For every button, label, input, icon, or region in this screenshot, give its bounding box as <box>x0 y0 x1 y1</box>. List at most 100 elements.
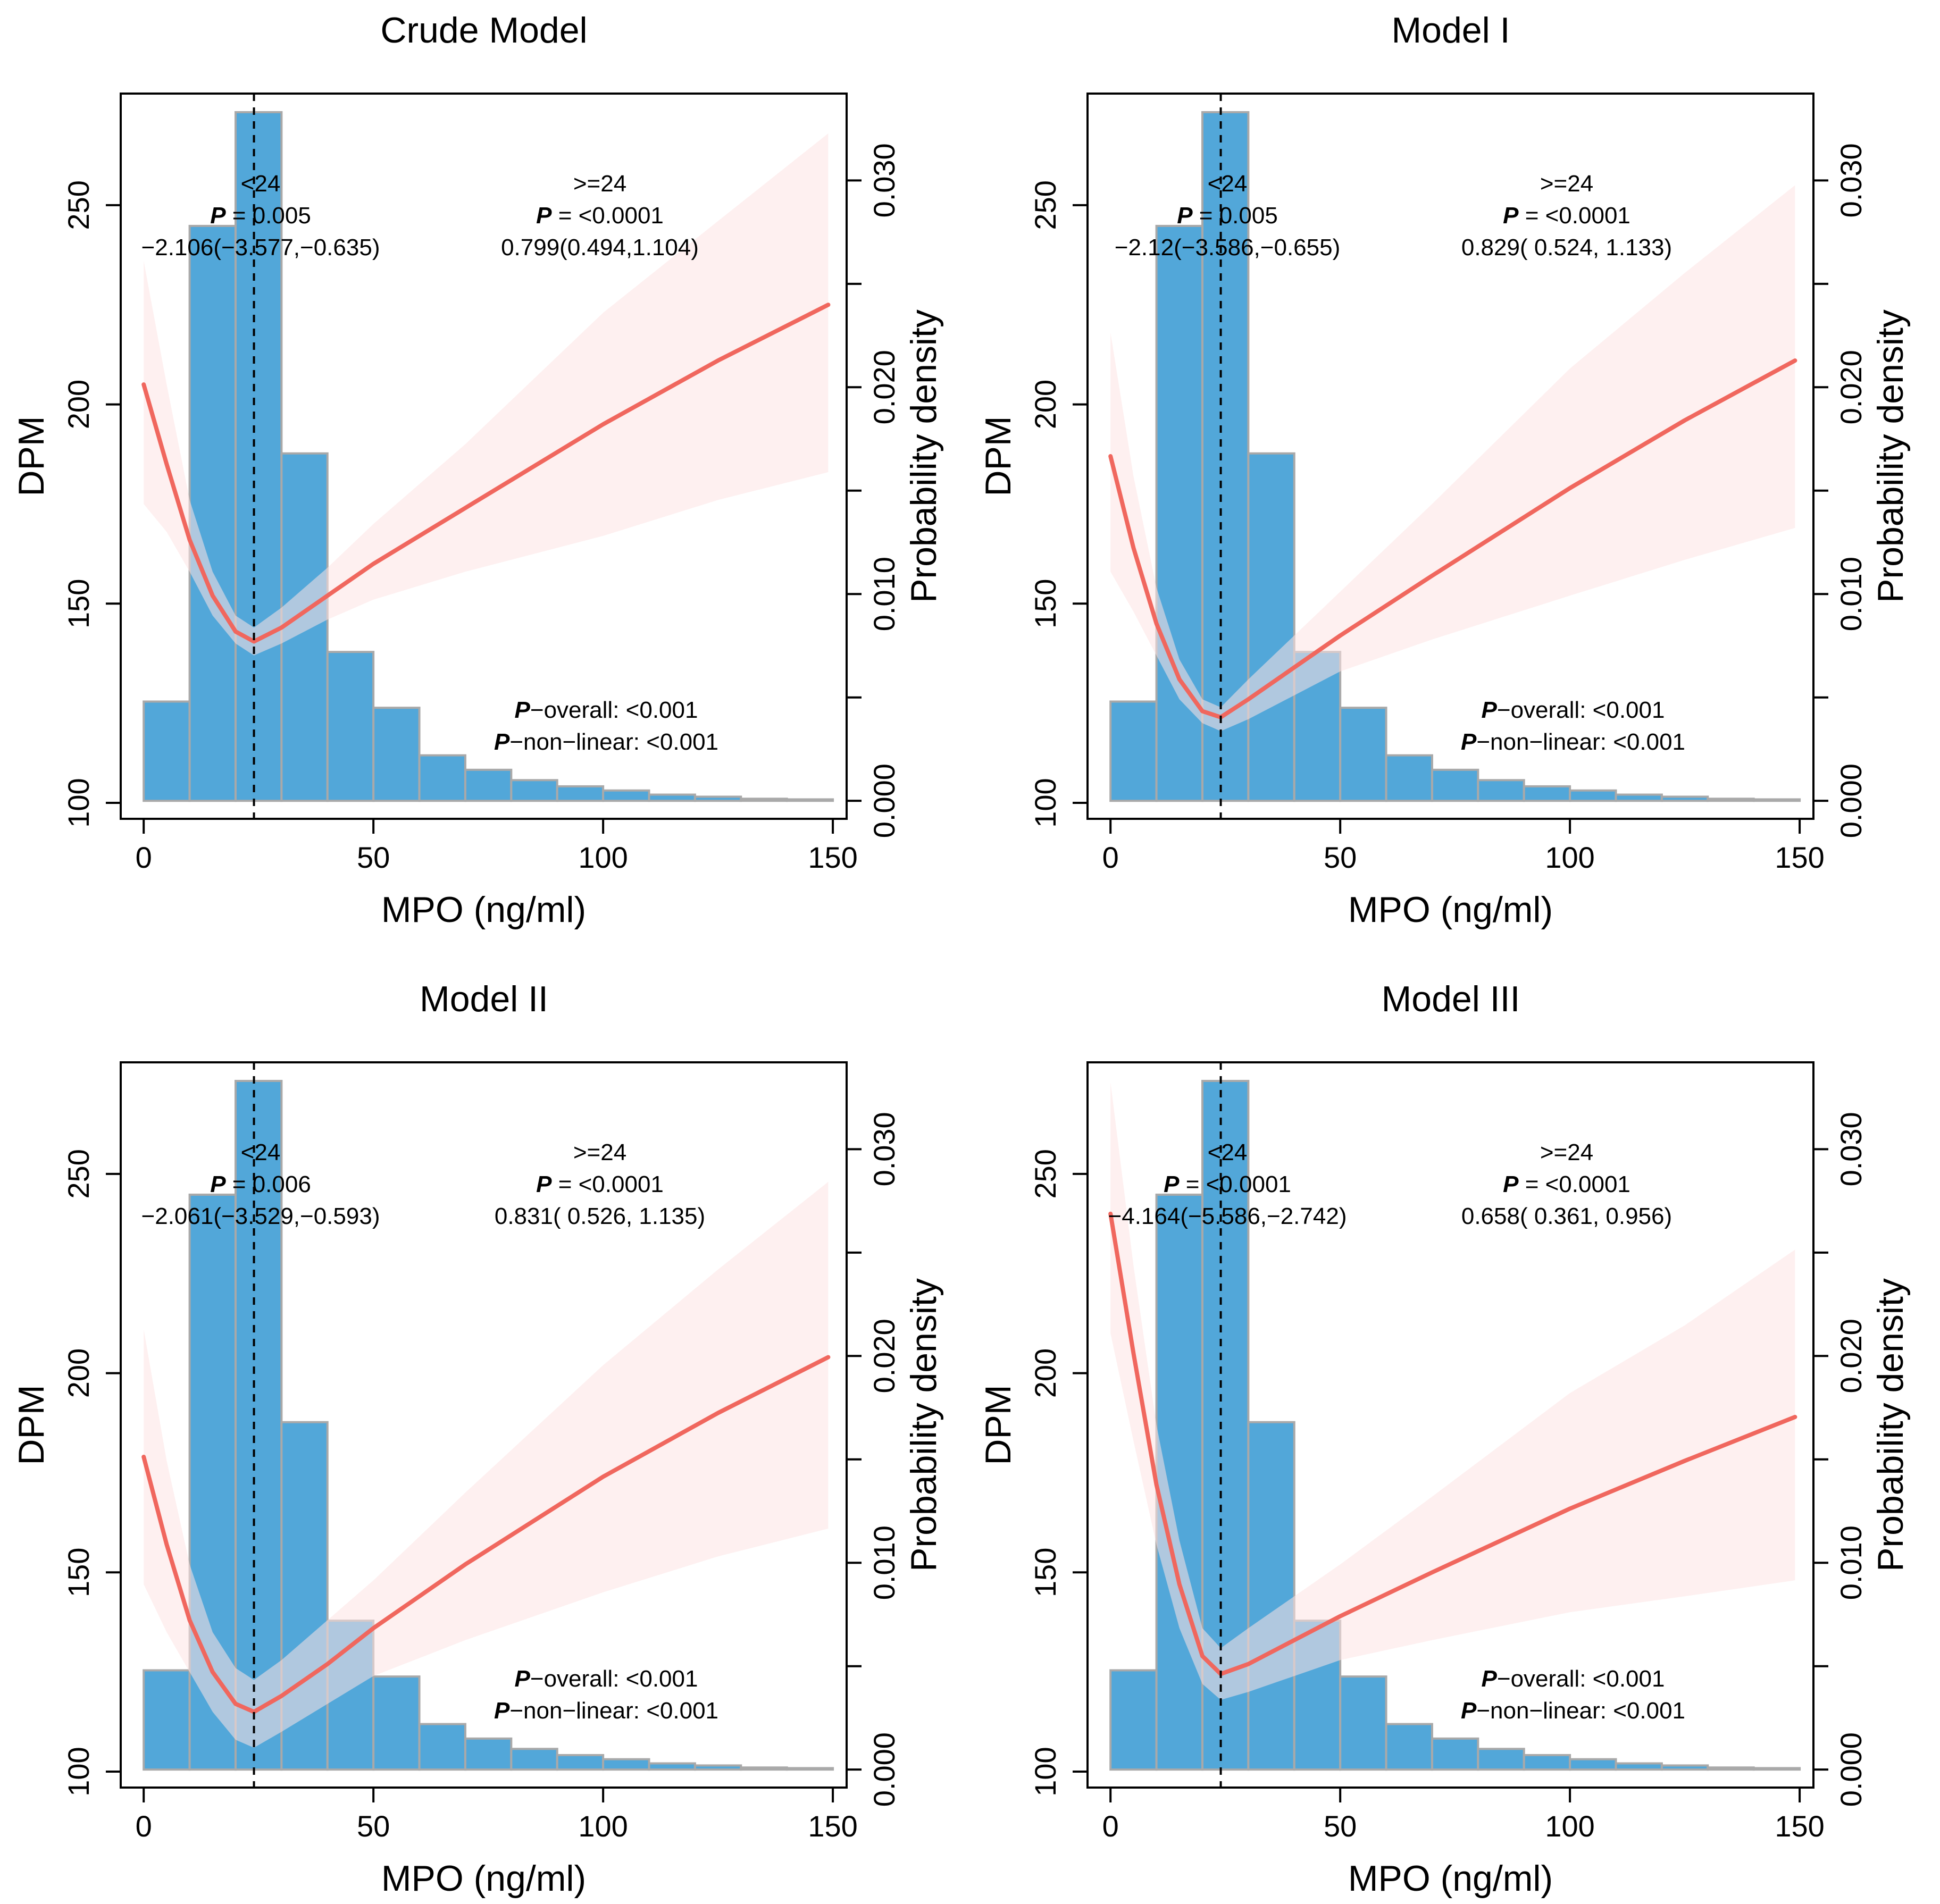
right-estimate: 0.831( 0.526, 1.135) <box>495 1203 705 1229</box>
x-tick-label: 50 <box>357 841 390 874</box>
plot-frame <box>1086 1061 1814 1789</box>
p-non-linear: P−non−linear: <0.001 <box>1461 729 1685 755</box>
right-p-value: P = <0.0001 <box>536 1171 664 1197</box>
histogram-bar <box>418 754 466 802</box>
right-group-label: >=24 <box>573 171 626 197</box>
left-p-value: P = <0.0001 <box>1164 1171 1291 1197</box>
histogram-bar <box>1109 1669 1158 1771</box>
x-axis: 0 50 100 150 MPO (ng/ml) <box>1102 819 1825 930</box>
y2-tick-label: 0.030 <box>867 143 901 217</box>
y2-axis-label: Probability density <box>1870 1278 1911 1572</box>
p-non-linear: P−non−linear: <0.001 <box>494 1698 718 1724</box>
x-tick-label: 50 <box>1324 1809 1357 1843</box>
histogram-bar <box>1247 1421 1295 1771</box>
y-axis-left: 100 150 200 250 DPM <box>978 1149 1088 1797</box>
histogram-bar <box>1339 707 1387 802</box>
histogram-bar <box>464 1737 513 1771</box>
panel-title: Model II <box>420 979 548 1019</box>
p-non-linear: P−non−linear: <0.001 <box>1461 1698 1685 1724</box>
histogram-bar <box>1431 1737 1479 1771</box>
histogram-bar <box>234 1080 283 1771</box>
histogram-bar <box>1660 795 1709 802</box>
x-tick-label: 0 <box>1102 1809 1119 1843</box>
x-axis-label: MPO (ng/ml) <box>381 890 586 930</box>
histogram-bar <box>464 768 513 802</box>
y-axis-label: DPM <box>978 416 1018 496</box>
p-overall: P−overall: <0.001 <box>515 697 698 723</box>
y-axis-right: 0.000 0.010 0.020 0.030 Probability density <box>847 1112 944 1807</box>
right-estimate: 0.799(0.494,1.104) <box>501 234 699 261</box>
histogram-bar <box>372 707 421 802</box>
right-p-value: P = <0.0001 <box>1503 203 1630 229</box>
histogram-bar <box>1109 700 1158 802</box>
histogram-bar <box>785 1767 834 1771</box>
histogram-bar <box>143 700 191 802</box>
y-tick-label: 200 <box>1028 380 1062 429</box>
y2-tick-label: 0.010 <box>1834 557 1868 631</box>
plot-frame <box>120 1061 848 1789</box>
y2-axis-label: Probability density <box>904 1278 944 1572</box>
right-group-label: >=24 <box>1540 171 1593 197</box>
panel-2: Model I 0 50 100 150 MPO (ng/ml) 100 150 200 250 D… <box>978 10 1911 930</box>
y-tick-label: 100 <box>62 778 95 827</box>
y2-tick-label: 0.020 <box>867 1319 901 1393</box>
right-p-value: P = <0.0001 <box>536 203 664 229</box>
y-tick-label: 100 <box>1028 778 1062 827</box>
histogram-bar <box>602 1758 650 1771</box>
left-estimate: −2.061(−3.529,−0.593) <box>141 1203 380 1229</box>
left-estimate: −2.12(−3.586,−0.655) <box>1115 234 1340 261</box>
y-tick-label: 150 <box>1028 579 1062 628</box>
histogram-bar <box>1707 1766 1755 1771</box>
left-p-value: P = 0.006 <box>210 1171 311 1197</box>
histogram-bar <box>1431 768 1479 802</box>
y-axis-right: 0.000 0.010 0.020 0.030 Probability density <box>1813 1112 1911 1807</box>
panel-4: Model III 0 50 100 150 MPO (ng/ml) 100 150 200 25… <box>978 979 1911 1899</box>
p-overall: P−overall: <0.001 <box>1482 697 1665 723</box>
y2-tick-label: 0.020 <box>1834 1319 1868 1393</box>
histogram-bar <box>1477 779 1525 802</box>
y-tick-label: 100 <box>1028 1747 1062 1796</box>
y-tick-label: 200 <box>62 380 95 429</box>
y2-tick-label: 0.000 <box>1834 1732 1868 1807</box>
y2-tick-label: 0.020 <box>867 350 901 424</box>
y2-tick-label: 0.010 <box>867 1525 901 1600</box>
histogram-bar <box>1752 798 1801 802</box>
y2-tick-label: 0.000 <box>867 1732 901 1807</box>
x-tick-label: 0 <box>136 1809 152 1843</box>
histogram-bar <box>1569 1758 1617 1771</box>
y2-tick-label: 0.020 <box>1834 350 1868 424</box>
left-estimate: −4.164(−5.586,−2.742) <box>1108 1203 1347 1229</box>
x-axis-label: MPO (ng/ml) <box>381 1858 586 1899</box>
y-tick-label: 150 <box>62 1548 95 1597</box>
x-axis: 0 50 100 150 MPO (ng/ml) <box>1102 1788 1825 1899</box>
spline-curve <box>1108 1211 1797 1676</box>
y-tick-label: 100 <box>62 1747 95 1796</box>
histogram-bar <box>648 793 696 802</box>
x-tick-label: 50 <box>1324 841 1357 874</box>
y-axis-left: 100 150 200 250 DPM <box>11 180 121 828</box>
histogram-bar <box>143 1669 191 1771</box>
y2-tick-label: 0.000 <box>1834 764 1868 838</box>
left-estimate: −2.106(−3.577,−0.635) <box>141 234 380 261</box>
y-tick-label: 200 <box>1028 1348 1062 1398</box>
y-axis-right: 0.000 0.010 0.020 0.030 Probability density <box>847 143 944 838</box>
right-p-value: P = <0.0001 <box>1503 1171 1630 1197</box>
y-tick-label: 150 <box>1028 1548 1062 1597</box>
x-tick-label: 100 <box>578 1809 628 1843</box>
y2-tick-label: 0.010 <box>1834 1525 1868 1600</box>
spline-curve <box>1108 358 1797 719</box>
confidence-band <box>144 133 829 656</box>
p-non-linear: P−non−linear: <0.001 <box>494 729 718 755</box>
y-axis-left: 100 150 200 250 DPM <box>978 180 1088 828</box>
y-tick-label: 250 <box>1028 1149 1062 1198</box>
y2-tick-label: 0.030 <box>1834 143 1868 217</box>
spline-curve <box>141 303 831 644</box>
histogram <box>1109 111 1801 802</box>
left-group-label: <24 <box>1208 171 1248 197</box>
histogram-bar <box>1201 111 1250 802</box>
x-tick-label: 150 <box>1775 841 1824 874</box>
y2-axis-label: Probability density <box>904 309 944 603</box>
y2-tick-label: 0.030 <box>867 1112 901 1186</box>
panel-title: Model III <box>1382 979 1520 1019</box>
